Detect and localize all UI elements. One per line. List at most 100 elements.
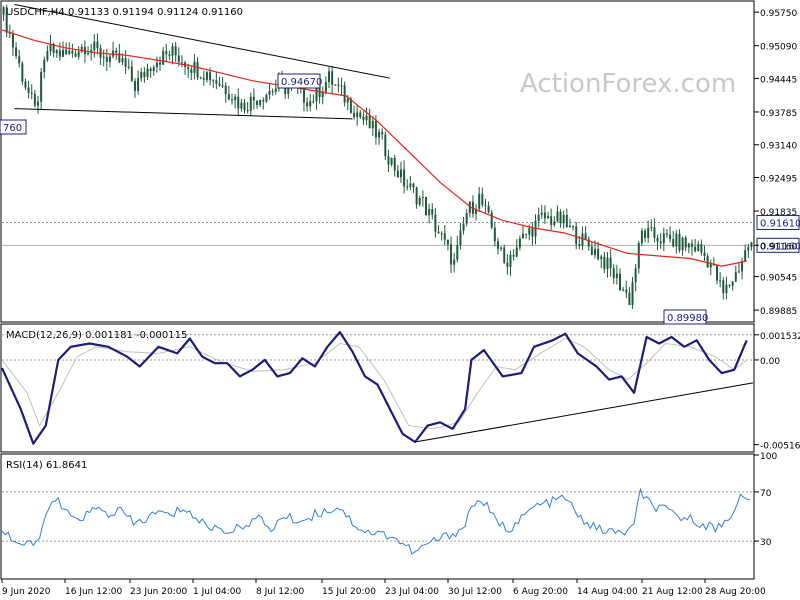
candle-body bbox=[628, 292, 631, 305]
candle-body bbox=[309, 101, 312, 107]
candle-body bbox=[130, 66, 133, 81]
candle-body bbox=[68, 50, 71, 55]
candle-body bbox=[246, 110, 249, 112]
candle-body bbox=[587, 239, 590, 247]
candle-body bbox=[490, 212, 493, 228]
rsi-ytick-label: 70 bbox=[760, 489, 772, 499]
candle-body bbox=[700, 244, 703, 253]
candle-body bbox=[656, 237, 659, 242]
candle-body bbox=[593, 248, 596, 255]
rsi-panel-frame bbox=[0, 453, 755, 580]
candle-body bbox=[409, 183, 412, 187]
candle-body bbox=[440, 233, 443, 235]
price-lines bbox=[1, 4, 747, 267]
price-y-axis: 0.95750 0.95090 0.94445 0.93785 0.93140 0.924… bbox=[754, 9, 797, 317]
x-tick-label: 16 Jun 12:00 bbox=[65, 587, 122, 597]
candle-body bbox=[690, 243, 693, 247]
resistance-axis-label-box bbox=[756, 214, 800, 230]
candle-body bbox=[306, 102, 309, 107]
candle-body bbox=[390, 157, 393, 165]
candle-body bbox=[343, 85, 346, 103]
x-tick-label: 23 Jun 20:00 bbox=[130, 587, 187, 597]
candle-body bbox=[77, 51, 80, 57]
candle-body bbox=[568, 225, 571, 227]
candle-body bbox=[30, 92, 33, 94]
candle-body bbox=[615, 273, 618, 279]
price-ytick-label: 0.94445 bbox=[760, 75, 797, 85]
candle-body bbox=[703, 252, 706, 257]
rsi-ytick-label: 30 bbox=[760, 538, 772, 548]
candle-body bbox=[421, 197, 424, 199]
candle-body bbox=[155, 62, 158, 68]
candle-body bbox=[362, 117, 365, 121]
candle-body bbox=[243, 102, 246, 111]
candle-body bbox=[36, 101, 39, 106]
candle-body bbox=[8, 32, 11, 34]
rsi-y-axis: 100 70 30 bbox=[754, 452, 777, 548]
candle-body bbox=[252, 96, 255, 101]
macd-panel-frame bbox=[0, 323, 755, 453]
x-tick-label: 9 Jun 2020 bbox=[2, 587, 51, 597]
candle-body bbox=[450, 244, 453, 265]
price-ytick-label: 0.92495 bbox=[760, 175, 797, 185]
candle-body bbox=[706, 256, 709, 268]
rsi-ytick-label: 100 bbox=[760, 452, 777, 462]
candle-body bbox=[443, 233, 446, 240]
candle-body bbox=[515, 247, 518, 257]
candle-body bbox=[606, 257, 609, 270]
candle-body bbox=[349, 98, 352, 113]
candle-body bbox=[731, 281, 734, 286]
candle-body bbox=[659, 241, 662, 244]
candle-body bbox=[133, 80, 136, 91]
x-axis: 9 Jun 2020 16 Jun 12:00 23 Jun 20:00 1 Jul … bbox=[1, 579, 766, 597]
candle-body bbox=[346, 98, 349, 103]
candle-body bbox=[55, 50, 58, 54]
candle-body bbox=[550, 216, 553, 225]
swing-low-label-text: 0.89980 bbox=[667, 313, 708, 324]
candle-body bbox=[687, 243, 690, 248]
candle-body bbox=[500, 247, 503, 249]
candle-body bbox=[159, 62, 162, 65]
ohlc-header-values: 0.91133 0.91194 0.91124 0.91160 bbox=[68, 7, 243, 18]
candle-body bbox=[11, 33, 14, 48]
candle-body bbox=[33, 93, 36, 106]
macd-grid bbox=[2, 334, 753, 361]
price-header: USDCHF,H4 0.91133 0.91194 0.91124 0.9116… bbox=[6, 7, 243, 18]
x-tick-label: 6 Aug 20:00 bbox=[513, 587, 568, 597]
candle-body bbox=[399, 169, 402, 178]
candle-body bbox=[353, 112, 356, 118]
candle-body bbox=[271, 91, 274, 93]
candle-body bbox=[21, 63, 24, 82]
candle-body bbox=[193, 61, 196, 73]
candle-body bbox=[719, 280, 722, 282]
candle-body bbox=[96, 41, 99, 48]
price-ytick-label: 0.95090 bbox=[760, 43, 797, 53]
candle-body bbox=[600, 256, 603, 260]
candle-body bbox=[240, 102, 243, 109]
candle-body bbox=[446, 239, 449, 245]
swing-low-label-box bbox=[663, 309, 707, 325]
candle-body bbox=[665, 233, 668, 235]
candle-body bbox=[462, 223, 465, 231]
candle-body bbox=[46, 51, 49, 60]
candle-body bbox=[230, 99, 233, 101]
price-ytick-label: 0.91835 bbox=[760, 208, 797, 218]
candle-body bbox=[728, 284, 731, 286]
candle-body bbox=[127, 66, 130, 68]
candle-body bbox=[359, 112, 362, 118]
price-ytick-label: 0.90545 bbox=[760, 274, 797, 284]
x-tick-label: 23 Jul 04:00 bbox=[385, 587, 439, 597]
candle-body bbox=[512, 254, 515, 257]
candle-body bbox=[371, 121, 374, 129]
candle-body bbox=[340, 85, 343, 87]
price-grid bbox=[2, 221, 753, 246]
candle-body bbox=[747, 247, 750, 251]
candle-body bbox=[603, 256, 606, 270]
candle-body bbox=[678, 233, 681, 251]
candle-body bbox=[262, 99, 265, 102]
price-ytick-label: 0.93140 bbox=[760, 142, 797, 152]
candle-body bbox=[737, 271, 740, 273]
candle-body bbox=[221, 85, 224, 87]
candle-body bbox=[647, 227, 650, 239]
candle-body bbox=[716, 265, 719, 281]
